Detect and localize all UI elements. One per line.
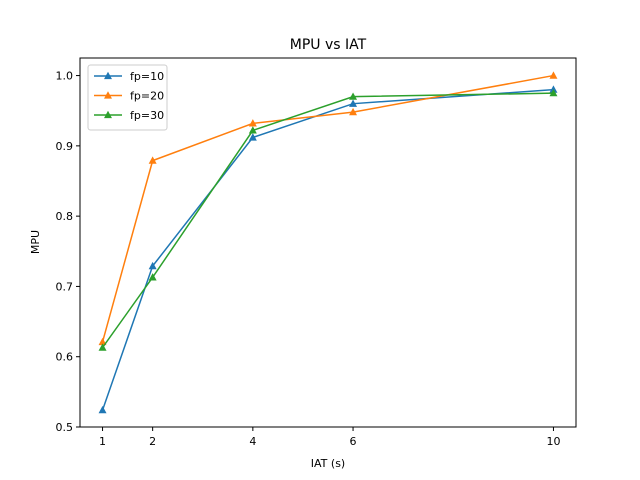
data-point [248,119,257,127]
y-axis: 0.5 0.6 0.7 0.8 0.9 1.0 [56,70,80,434]
legend-marker [104,110,112,119]
data-point [148,156,157,164]
data-point [549,71,558,79]
series-line [101,92,554,349]
data-point [349,107,358,116]
y-tick-label: 0.9 [56,140,74,153]
series-line [101,74,554,343]
data-point [148,273,157,281]
plot-frame [79,57,577,428]
x-tick-label: 1 [99,435,106,448]
data-point [549,88,558,97]
chart-title: MPU vs IAT [290,37,367,53]
legend-label: fp=30 [130,109,164,122]
x-tick-label: 4 [249,435,256,448]
data-point [248,133,257,141]
y-tick-label: 0.5 [56,421,74,434]
legend-label: fp=20 [130,90,164,103]
legend-item: fp=30 [94,109,164,122]
y-tick-label: 0.6 [56,351,74,364]
x-tick-label: 2 [149,435,156,448]
legend-item: fp=10 [94,70,164,83]
legend-marker [104,71,112,80]
x-tick-label: 6 [350,435,357,448]
data-point [248,126,257,134]
x-axis: 1 2 4 6 10 [99,427,560,448]
legend: fp=10 fp=20 fp=30 [87,64,168,131]
data-point [148,261,157,270]
x-tick-label: 10 [546,435,560,448]
legend-marker [104,91,112,99]
series-fp=30 [98,88,558,351]
data-point [98,337,107,346]
y-tick-label: 1.0 [56,70,74,83]
series-fp=20 [98,71,558,346]
data-point [98,405,107,414]
x-axis-label: IAT (s) [311,457,345,470]
data-point [349,99,358,107]
series-fp=10 [98,85,558,414]
data-point [98,343,107,351]
series-line [101,88,554,411]
y-tick-label: 0.7 [56,280,74,293]
plot-series [98,71,558,414]
y-axis-label: MPU [29,230,42,254]
legend-label: fp=10 [130,70,164,83]
legend-item: fp=20 [94,90,164,103]
y-tick-label: 0.8 [56,210,74,223]
data-point [349,92,358,100]
